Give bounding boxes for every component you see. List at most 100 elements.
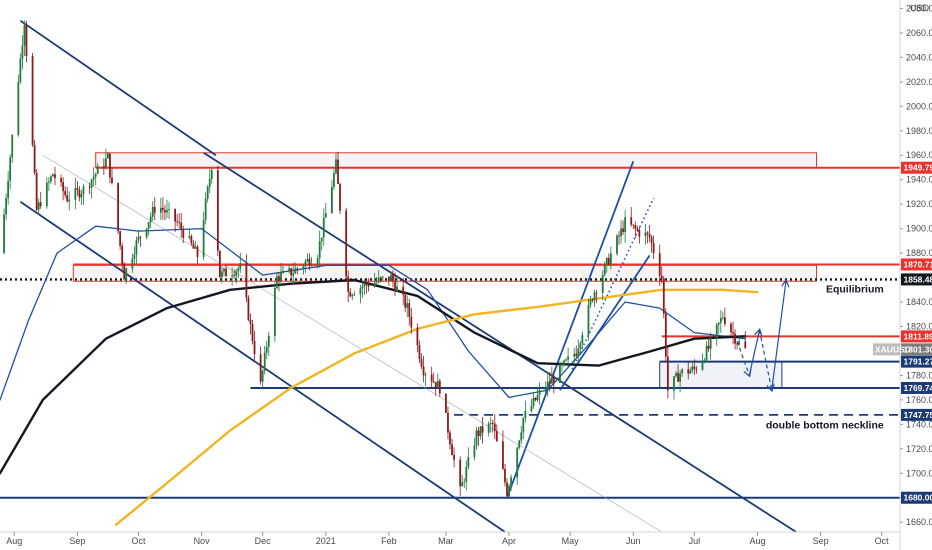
candle [534, 397, 537, 402]
candle-body [180, 222, 183, 230]
candle [159, 197, 162, 221]
candle-body [237, 268, 240, 272]
candle [3, 208, 5, 255]
candle-body [479, 426, 482, 436]
price-tick-label: 2020.00 [906, 77, 932, 87]
candle-body [736, 343, 739, 345]
candle [479, 426, 482, 440]
candle-body [658, 253, 661, 276]
symbol-tag-text: XAUUSD [875, 344, 911, 354]
candle [691, 361, 694, 374]
candle-body [552, 377, 555, 383]
candle-body [636, 228, 639, 231]
price-tag-5-box [901, 381, 932, 394]
candle-body [408, 303, 411, 317]
candle [548, 371, 551, 392]
candle [715, 323, 718, 346]
candle [308, 253, 311, 271]
candle-body [589, 299, 592, 305]
candle-body [717, 322, 720, 325]
candle-body [565, 359, 567, 361]
candle [453, 447, 455, 468]
time-tick-label: Apr [502, 536, 516, 546]
candle-body [738, 341, 741, 345]
candle [573, 347, 576, 364]
candle [589, 295, 592, 308]
candle [210, 168, 213, 185]
candle [532, 392, 535, 409]
candle [681, 368, 684, 377]
candle [290, 267, 293, 280]
price-tag-1: 1870.71 [901, 258, 932, 271]
candle-body [223, 268, 225, 272]
candle [436, 373, 439, 388]
candle [263, 345, 266, 375]
candle-body [691, 366, 694, 371]
candle-body [367, 284, 370, 287]
candle [709, 332, 712, 360]
candle-body [473, 445, 476, 458]
time-tick-label: Sep [69, 536, 85, 546]
candle-body [318, 241, 321, 259]
candle-body [90, 179, 93, 188]
candle-body [559, 364, 561, 383]
candle-body [188, 236, 191, 238]
price-tag-current: 1801.30 [901, 343, 932, 356]
candle [145, 228, 148, 240]
annotations: Equilibrium double bottom neckline [766, 284, 884, 432]
candle-body [259, 354, 262, 382]
candle-body [182, 229, 185, 238]
candle [52, 173, 54, 177]
candle [707, 337, 710, 352]
candle-body [206, 186, 209, 199]
projection-arrows [736, 281, 786, 390]
price-tag-4-text: 1791.27 [904, 357, 932, 367]
candle-body [9, 157, 12, 181]
candle-body [544, 388, 547, 391]
candle [74, 177, 77, 210]
candle-body [630, 217, 633, 225]
candle [320, 237, 323, 251]
candle-body [522, 418, 525, 433]
time-axis[interactable]: Aug Sep Oct Nov Dec 2021 Feb Mar Apr May Jun Jul Aug… [0, 531, 900, 546]
candle [233, 269, 236, 279]
candle [410, 308, 413, 334]
candle-body [607, 258, 610, 265]
price-tag-current-text: 1801.30 [904, 344, 932, 354]
candle [418, 340, 421, 364]
candle [322, 208, 325, 246]
time-tick-label: Sep [813, 536, 829, 546]
candle [705, 340, 708, 363]
candle-body [416, 327, 419, 346]
candle-body [744, 341, 747, 348]
candle-body [453, 455, 455, 460]
candle-body [145, 228, 148, 238]
candle [381, 275, 384, 282]
candle-body [107, 153, 109, 159]
candle [593, 289, 596, 308]
candle-body [675, 372, 677, 377]
candle-body [723, 317, 726, 325]
candle [174, 208, 177, 233]
candle [630, 207, 633, 227]
candle [296, 266, 299, 275]
candle-body [54, 174, 56, 179]
candle-body [225, 268, 227, 277]
candle [94, 172, 97, 186]
candle [666, 346, 669, 399]
candle-body [123, 263, 126, 280]
candle-body [715, 324, 718, 338]
candle [60, 174, 62, 187]
candle [717, 322, 720, 335]
candle [121, 242, 124, 273]
candle [565, 358, 567, 362]
candle [347, 270, 350, 303]
candle [396, 278, 398, 293]
candle [337, 151, 339, 185]
candle [125, 267, 128, 285]
price-tick-label: 1760.00 [906, 395, 932, 405]
candle [567, 347, 569, 369]
candle [361, 281, 364, 298]
candle [237, 266, 240, 279]
